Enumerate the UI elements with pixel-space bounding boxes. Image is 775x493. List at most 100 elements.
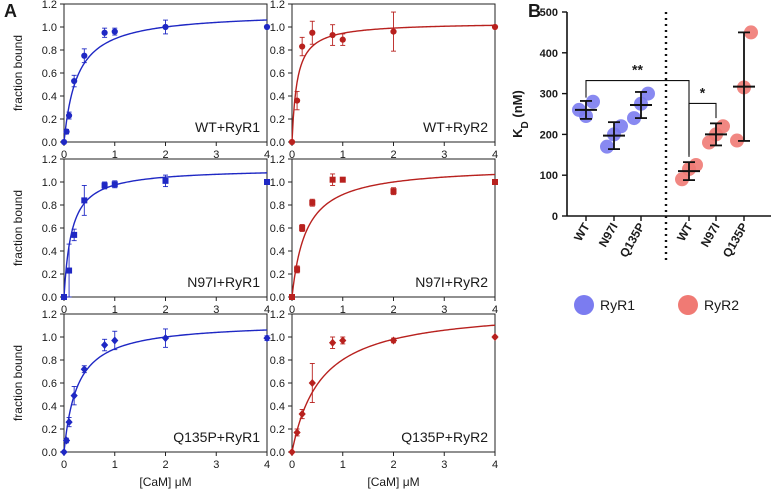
data-point — [389, 336, 398, 345]
y-tick-label: 0.6 — [270, 68, 285, 80]
y-tick-label: 1.0 — [270, 22, 285, 34]
y-tick-label: 0.6 — [42, 68, 57, 80]
y-tick-label: 1.2 — [42, 154, 57, 166]
x-tick-label: 4 — [264, 304, 270, 316]
panel-b-label: B — [528, 1, 541, 21]
subplot-title: Q135P+RyR2 — [401, 429, 488, 445]
y-tick-label: 0.8 — [42, 355, 57, 367]
x-tick-label: 1 — [112, 459, 118, 471]
data-point — [289, 294, 295, 300]
data-point — [339, 36, 346, 43]
data-point — [81, 197, 88, 204]
x-axis-label: [CaM] μM — [139, 475, 191, 489]
y-tick-label: 1.0 — [42, 177, 57, 189]
data-point — [293, 428, 301, 437]
data-point — [65, 418, 73, 427]
x-tick-label: WT — [674, 220, 696, 244]
subplot-title: WT+RyR1 — [195, 119, 260, 135]
data-point — [101, 29, 108, 36]
x-tick-label: 0 — [61, 149, 67, 161]
panel-a: 0.0 0.2 0.4 0.6 0.8 1.0 1.2 0 1 2 3 4 fraction bound… — [11, 0, 499, 489]
data-point — [66, 267, 73, 274]
data-point — [60, 448, 68, 456]
data-point — [111, 181, 118, 188]
x-axis-label: [CaM] μM — [367, 475, 419, 489]
x-tick-label: 3 — [213, 304, 219, 316]
x-tick-label: 1 — [112, 149, 118, 161]
x-tick-label: 1 — [340, 459, 346, 471]
y-tick-label: 0.2 — [42, 114, 57, 126]
y-tick-label: 100 — [540, 170, 558, 182]
data-point — [63, 128, 70, 135]
y-tick-label: 0.0 — [270, 137, 285, 149]
x-tick-label: 4 — [264, 149, 270, 161]
subplot-q135p-ryr2: 0.0 0.2 0.4 0.6 0.8 1.0 1.2 0 1 2 3 4 [CaM] μM Q135P+… — [270, 309, 499, 489]
y-tick-label: 0.4 — [42, 246, 57, 258]
data-point — [491, 23, 499, 31]
y-tick-label: 1.2 — [270, 154, 285, 166]
y-tick-label: 400 — [540, 48, 558, 60]
data-point — [162, 23, 169, 31]
data-point — [288, 138, 296, 146]
y-axis-label: fraction bound — [11, 35, 25, 111]
legend-marker — [678, 295, 698, 315]
data-point — [492, 179, 498, 185]
y-tick-label: 1.0 — [42, 22, 57, 34]
data-point — [71, 231, 78, 238]
x-tick-label: 2 — [390, 149, 396, 161]
data-point — [390, 188, 397, 195]
subplot-n97i-ryr2: 0.0 0.2 0.4 0.6 0.8 1.0 1.2 0 1 2 3 4 N97I+RyR2 — [270, 154, 498, 316]
x-tick-label: 3 — [441, 149, 447, 161]
x-tick-label: 0 — [289, 304, 295, 316]
data-point — [329, 31, 336, 39]
data-point — [80, 365, 88, 374]
subplot-title: N97I+RyR1 — [187, 274, 260, 290]
data-point — [308, 379, 316, 387]
x-tick-label: 4 — [264, 459, 270, 471]
y-axis-label-unit: (nM) — [510, 90, 525, 121]
x-tick-label: N97I — [596, 221, 621, 250]
data-point — [65, 112, 73, 119]
y-tick-label: 0.8 — [270, 200, 285, 212]
x-tick-label: 0 — [61, 459, 67, 471]
data-point — [309, 199, 316, 206]
x-tick-label: 3 — [213, 149, 219, 161]
y-tick-label: 0.2 — [270, 424, 285, 436]
y-tick-label: 500 — [540, 7, 558, 19]
y-tick-label: 1.0 — [270, 177, 285, 189]
x-tick-label: 1 — [340, 304, 346, 316]
x-tick-label: 2 — [390, 459, 396, 471]
y-tick-label: 0.4 — [270, 401, 285, 413]
x-tick-label: 3 — [213, 459, 219, 471]
legend-label: RyR2 — [704, 297, 739, 313]
x-tick-label: 1 — [340, 149, 346, 161]
data-point — [81, 52, 88, 59]
data-point — [390, 28, 397, 35]
data-point — [60, 138, 68, 146]
data-point — [111, 28, 118, 35]
data-point — [62, 436, 71, 445]
x-tick-label: 2 — [162, 149, 168, 161]
x-tick-label: 4 — [492, 304, 498, 316]
y-tick-label: 0.2 — [270, 114, 285, 126]
data-point — [491, 333, 499, 341]
data-point — [329, 338, 337, 347]
data-point — [309, 29, 316, 36]
x-tick-label: 0 — [289, 459, 295, 471]
subplot-title: N97I+RyR2 — [415, 274, 488, 290]
kd-point — [675, 172, 689, 187]
y-tick-label: 300 — [540, 89, 558, 101]
x-tick-label: 1 — [112, 304, 118, 316]
y-axis-label-sub: D — [520, 121, 531, 128]
kd-point — [586, 94, 600, 109]
x-tick-label: 2 — [390, 304, 396, 316]
x-tick-label: 0 — [289, 149, 295, 161]
y-tick-label: 0.2 — [270, 269, 285, 281]
y-tick-label: 0.8 — [270, 45, 285, 57]
kd-point — [641, 86, 655, 101]
data-point — [264, 179, 270, 185]
kd-point — [744, 25, 758, 40]
y-tick-label: 0.4 — [270, 246, 285, 258]
data-point — [101, 182, 108, 189]
significance-label: ** — [632, 62, 643, 78]
